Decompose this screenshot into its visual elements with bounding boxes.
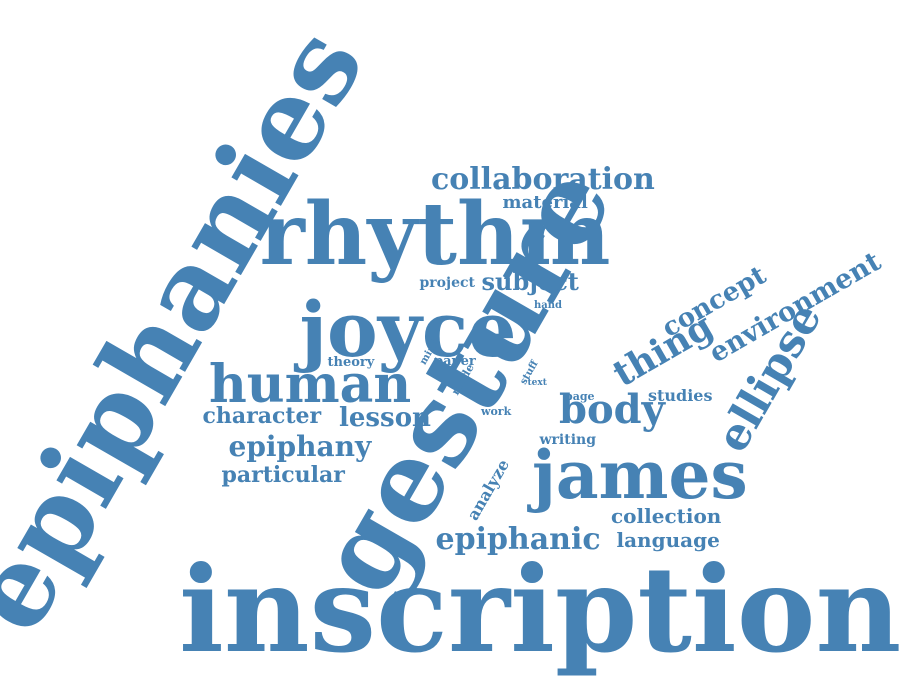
cloud-word-material: material (502, 192, 588, 213)
cloud-word-collection: collection (611, 504, 722, 528)
cloud-word-studies: studies (648, 386, 713, 405)
cloud-word-inscription: inscription (179, 540, 900, 679)
cloud-word-epiphany: epiphany (228, 430, 372, 463)
cloud-word-body: body (559, 386, 665, 433)
cloud-word-human: human (209, 354, 412, 415)
cloud-word-language: language (616, 528, 720, 552)
cloud-word-particular: particular (221, 462, 345, 488)
cloud-word-paper: paper (434, 353, 476, 369)
cloud-word-writing: writing (539, 432, 597, 448)
cloud-word-page: page (565, 389, 595, 403)
cloud-word-epiphanic: epiphanic (435, 522, 601, 557)
cloud-word-subject: subject (481, 267, 579, 296)
cloud-word-rhythm: rhythm (259, 184, 611, 285)
cloud-word-character: character (202, 403, 322, 429)
cloud-word-lesson: lesson (339, 403, 431, 433)
cloud-word-hand: hand (534, 300, 563, 311)
cloud-word-text: text (527, 377, 547, 388)
cloud-word-joyce: joyce (299, 285, 517, 374)
cloud-word-james: james (532, 436, 748, 514)
cloud-word-collaboration: collaboration (431, 162, 655, 197)
cloud-word-project: project (419, 275, 475, 291)
cloud-word-theory: theory (327, 354, 375, 370)
cloud-word-work: work (481, 404, 512, 418)
